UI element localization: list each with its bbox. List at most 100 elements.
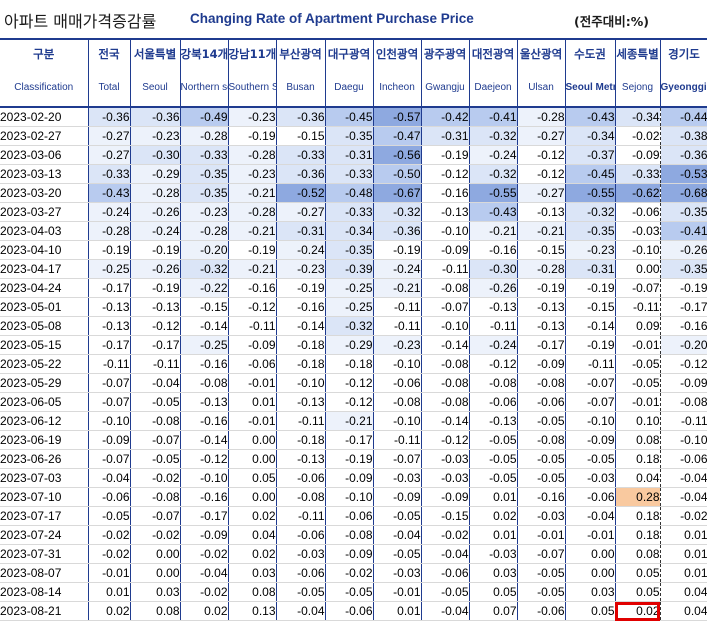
value-cell: -0.06 — [88, 487, 131, 507]
table-row: 2023-02-27 -0.27 -0.23 -0.28 -0.19 -0.15 -0.35… — [0, 126, 707, 146]
value-cell: 0.01 — [660, 544, 707, 564]
value-cell: -0.08 — [276, 487, 326, 507]
value-cell: 0.04 — [228, 525, 277, 545]
value-cell: 0.01 — [228, 392, 277, 412]
value-cell: -0.14 — [276, 316, 326, 336]
value-cell: -0.09 — [565, 430, 616, 450]
row-date: 2023-06-19 — [0, 430, 89, 450]
value-cell: 0.28 — [615, 487, 661, 507]
value-cell: -0.11 — [615, 297, 661, 317]
value-cell: -0.11 — [276, 506, 326, 526]
value-cell: -0.17 — [325, 430, 374, 450]
value-cell: -0.28 — [517, 259, 566, 279]
value-cell: -0.30 — [469, 259, 518, 279]
value-cell: -0.07 — [88, 392, 131, 412]
value-cell: -0.04 — [88, 468, 131, 488]
value-cell: -0.26 — [130, 202, 181, 222]
column-header-ko-6: 대구광역 — [325, 38, 374, 68]
value-cell: -0.04 — [373, 525, 422, 545]
value-cell: -0.02 — [130, 525, 181, 545]
value-cell: -0.10 — [421, 221, 470, 241]
value-cell: -0.16 — [517, 487, 566, 507]
value-cell: -0.04 — [660, 487, 707, 507]
value-cell: -0.10 — [88, 411, 131, 431]
table-row: 2023-07-03 -0.04 -0.02 -0.10 0.05 -0.06 -0.09-… — [0, 468, 707, 488]
value-cell: 0.08 — [228, 582, 277, 602]
table-row: 2023-03-13 -0.33 -0.29 -0.35 -0.23 -0.36 -0.33… — [0, 164, 707, 184]
value-cell: -0.17 — [180, 506, 229, 526]
value-cell: 0.10 — [615, 411, 661, 431]
value-cell: -0.15 — [517, 240, 566, 260]
value-cell: -0.11 — [373, 316, 422, 336]
value-cell: -0.02 — [325, 563, 374, 583]
value-cell: -0.50 — [373, 164, 422, 184]
value-cell: -0.12 — [517, 164, 566, 184]
title-korean: 아파트 매매가격증감률 — [4, 12, 157, 31]
value-cell: -0.01 — [565, 525, 616, 545]
value-cell: -0.07 — [130, 430, 181, 450]
value-cell: -0.11 — [421, 259, 470, 279]
value-cell: -0.09 — [517, 354, 566, 374]
row-date: 2023-07-10 — [0, 487, 89, 507]
value-cell: -0.09 — [660, 373, 707, 393]
value-cell: -0.13 — [469, 297, 518, 317]
value-cell: -0.05 — [517, 582, 566, 602]
value-cell: -0.32 — [565, 202, 616, 222]
column-header-en-4: Southern Seoul — [228, 68, 277, 108]
value-cell: -0.02 — [615, 126, 661, 146]
value-cell: 0.05 — [615, 563, 661, 583]
value-cell: -0.25 — [325, 297, 374, 317]
value-cell: -0.13 — [517, 297, 566, 317]
value-cell: 0.08 — [130, 601, 181, 621]
table-row: 2023-07-31 -0.02 0.00 -0.02 0.02 -0.03 -0.09 -0… — [0, 544, 707, 564]
column-header-en-12: Sejong — [615, 68, 661, 108]
row-date: 2023-06-05 — [0, 392, 89, 412]
table-row: 2023-05-22 -0.11 -0.11 -0.16 -0.06 -0.18 -0.18… — [0, 354, 707, 374]
value-cell: -0.23 — [130, 126, 181, 146]
value-cell: -0.07 — [615, 278, 661, 298]
value-cell: -0.12 — [421, 430, 470, 450]
value-cell: -0.04 — [421, 601, 470, 621]
value-cell: -0.20 — [180, 240, 229, 260]
value-cell: -0.05 — [469, 468, 518, 488]
value-cell: -0.05 — [130, 392, 181, 412]
value-cell: -0.36 — [130, 107, 181, 127]
value-cell: -0.57 — [373, 107, 422, 127]
row-date: 2023-03-06 — [0, 145, 89, 165]
value-cell: 0.01 — [469, 487, 518, 507]
row-date: 2023-08-21 — [0, 601, 89, 621]
value-cell: -0.03 — [373, 563, 422, 583]
value-cell: -0.16 — [228, 278, 277, 298]
value-cell: -0.06 — [276, 525, 326, 545]
table-body: 2023-02-20 -0.36 -0.36 -0.49 -0.23 -0.36 -0.45… — [0, 107, 707, 621]
value-cell: -0.14 — [565, 316, 616, 336]
value-cell: -0.03 — [373, 468, 422, 488]
highlighted-value-cell: 0.02 — [615, 601, 661, 621]
value-cell: -0.23 — [276, 259, 326, 279]
table-row: 2023-06-12 -0.10 -0.08 -0.16 -0.01 -0.11 -0.21… — [0, 411, 707, 431]
value-cell: 0.07 — [469, 601, 518, 621]
table-row: 2023-08-14 0.01 0.03 -0.02 0.08 -0.05 -0.05 -0.… — [0, 582, 707, 602]
value-cell: 0.01 — [660, 563, 707, 583]
value-cell: -0.41 — [469, 107, 518, 127]
value-cell: 0.03 — [130, 582, 181, 602]
value-cell: -0.27 — [88, 126, 131, 146]
row-date: 2023-05-01 — [0, 297, 89, 317]
value-cell: -0.05 — [517, 563, 566, 583]
value-cell: -0.05 — [276, 582, 326, 602]
value-cell: -0.19 — [565, 335, 616, 355]
value-cell: -0.02 — [180, 544, 229, 564]
value-cell: -0.02 — [180, 582, 229, 602]
value-cell: -0.19 — [276, 278, 326, 298]
value-cell: 0.02 — [180, 601, 229, 621]
column-header-ko-1: 전국 — [88, 38, 131, 68]
value-cell: -0.06 — [276, 563, 326, 583]
value-cell: 0.02 — [228, 544, 277, 564]
value-cell: -0.09 — [325, 544, 374, 564]
value-cell: -0.62 — [615, 183, 661, 203]
value-cell: -0.11 — [660, 411, 707, 431]
column-header-en-8: Gwangju — [421, 68, 470, 108]
value-cell: -0.32 — [469, 164, 518, 184]
value-cell: -0.06 — [615, 202, 661, 222]
